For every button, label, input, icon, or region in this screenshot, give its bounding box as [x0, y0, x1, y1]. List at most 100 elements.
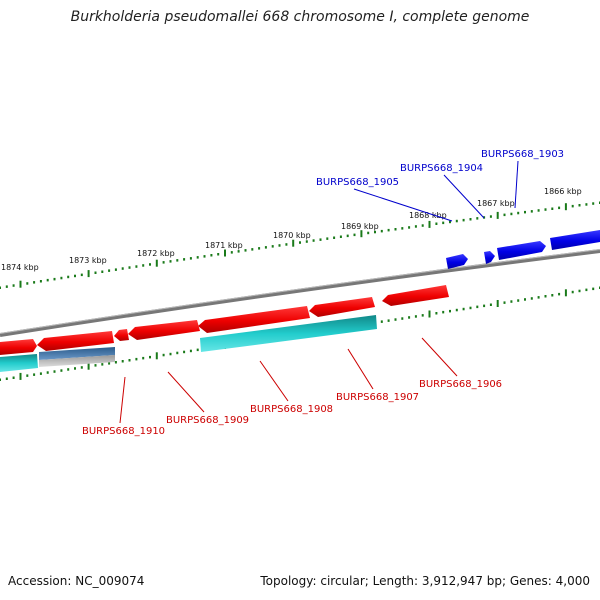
inner-minor-tick: [183, 350, 186, 354]
outer-minor-tick: [558, 206, 561, 210]
inner-minor-tick: [80, 366, 83, 369]
outer-minor-tick: [80, 273, 83, 277]
gene-burps668-1910[interactable]: [37, 331, 114, 351]
gene-labels: BURPS668_1903 BURPS668_1904 BURPS668_190…: [82, 149, 564, 437]
inner-minor-tick: [414, 315, 417, 318]
inner-minor-tick: [26, 374, 29, 377]
outer-minor-tick: [421, 224, 424, 227]
outer-minor-tick: [578, 204, 581, 207]
outer-minor-tick: [544, 208, 547, 211]
outer-minor-tick: [108, 269, 111, 272]
outer-minor-tick: [74, 274, 76, 278]
leader-lines: [119, 160, 519, 424]
outer-minor-tick: [101, 270, 104, 273]
gene-label-burps668-1908[interactable]: BURPS668_1908: [250, 404, 333, 415]
outer-minor-tick: [503, 213, 506, 217]
inner-minor-tick: [0, 378, 1, 381]
outer-minor-tick: [237, 250, 240, 253]
inner-minor-tick: [12, 376, 15, 379]
leader-line-1905: [353, 188, 453, 222]
inner-minor-tick: [33, 373, 36, 376]
inner-minor-tick: [401, 317, 404, 320]
gene-label-burps668-1905[interactable]: BURPS668_1905: [316, 177, 399, 188]
inner-minor-tick: [162, 353, 165, 357]
inner-minor-tick: [46, 371, 49, 374]
gene-label-burps668-1904[interactable]: BURPS668_1904: [400, 163, 483, 174]
inner-minor-tick: [476, 305, 479, 309]
outer-minor-tick: [230, 251, 233, 254]
outer-minor-tick: [469, 218, 472, 221]
gene-label-burps668-1903[interactable]: BURPS668_1903: [481, 149, 564, 160]
leader-line-1907: [347, 348, 374, 390]
gene-label-burps668-1906[interactable]: BURPS668_1906: [419, 379, 502, 390]
gene-burps668-1907[interactable]: [309, 297, 375, 317]
outer-minor-tick: [142, 264, 145, 267]
inner-minor-tick: [544, 295, 547, 298]
inner-minor-tick: [551, 294, 554, 297]
leader-line-1903: [514, 160, 519, 209]
tick-label-1871: 1871 kbp: [205, 241, 243, 250]
cds-cyan-2[interactable]: [0, 354, 38, 372]
gene-burps668-1905[interactable]: [446, 254, 468, 269]
outer-minor-tick: [435, 222, 438, 225]
gene-burps668-1906[interactable]: [382, 285, 449, 306]
outer-minor-tick: [217, 253, 220, 256]
outer-major-tick: [19, 280, 22, 288]
outer-minor-tick: [5, 285, 8, 288]
inner-minor-tick: [435, 312, 438, 315]
gene-burps668-1910-a[interactable]: [114, 329, 129, 341]
gene-left-edge[interactable]: [0, 339, 37, 355]
outer-minor-tick: [33, 281, 36, 284]
cds-cyan-1[interactable]: [200, 315, 377, 352]
reverse-genes: [0, 285, 449, 355]
outer-minor-tick: [176, 259, 179, 262]
outer-minor-tick: [449, 220, 451, 224]
outer-minor-tick: [169, 260, 172, 263]
inner-minor-tick: [101, 363, 104, 366]
outer-minor-tick: [346, 234, 349, 238]
inner-minor-tick: [530, 297, 533, 300]
outer-major-tick: [564, 203, 567, 211]
outer-minor-tick: [305, 240, 308, 243]
outer-minor-tick: [455, 219, 458, 223]
leader-line-1910: [119, 376, 126, 424]
outer-minor-tick: [60, 276, 63, 280]
outer-minor-tick: [39, 280, 42, 283]
tick-label-1869: 1869 kbp: [341, 222, 379, 231]
outer-minor-tick: [380, 229, 383, 233]
outer-minor-tick: [374, 230, 376, 234]
inner-minor-tick: [571, 290, 574, 294]
inner-minor-tick: [408, 316, 411, 319]
inner-minor-tick: [53, 370, 56, 373]
gene-burps668-1904[interactable]: [484, 251, 495, 264]
gene-label-burps668-1910[interactable]: BURPS668_1910: [82, 426, 165, 437]
gene-burps668-1909[interactable]: [128, 320, 200, 340]
gene-burps668-1908[interactable]: [198, 306, 310, 333]
gene-label-burps668-1909[interactable]: BURPS668_1909: [166, 415, 249, 426]
inner-minor-tick: [135, 357, 138, 361]
outer-minor-tick: [251, 248, 254, 251]
inner-minor-tick: [176, 351, 179, 355]
inner-minor-tick: [483, 304, 486, 308]
outer-major-tick: [87, 270, 90, 278]
gene-burps668-1903[interactable]: [497, 241, 546, 260]
cds-steelblue[interactable]: [39, 347, 115, 360]
outer-minor-tick: [162, 261, 165, 264]
cds-gray[interactable]: [39, 355, 115, 367]
genome-summary-text: Topology: circular; Length: 3,912,947 bp…: [260, 574, 590, 588]
outer-minor-tick: [394, 228, 397, 231]
outer-minor-tick: [537, 209, 540, 212]
inner-minor-tick: [489, 303, 492, 306]
outer-minor-tick: [94, 271, 97, 274]
inner-minor-tick: [149, 355, 151, 359]
outer-minor-tick: [414, 225, 417, 228]
outer-minor-tick: [189, 257, 192, 260]
gene-burps668-1902[interactable]: [550, 230, 600, 250]
outer-minor-tick: [489, 215, 492, 218]
outer-minor-tick: [210, 254, 213, 257]
outer-minor-tick: [571, 204, 574, 208]
outer-minor-tick: [46, 278, 49, 282]
outer-minor-tick: [592, 202, 595, 205]
gene-label-burps668-1907[interactable]: BURPS668_1907: [336, 392, 419, 403]
